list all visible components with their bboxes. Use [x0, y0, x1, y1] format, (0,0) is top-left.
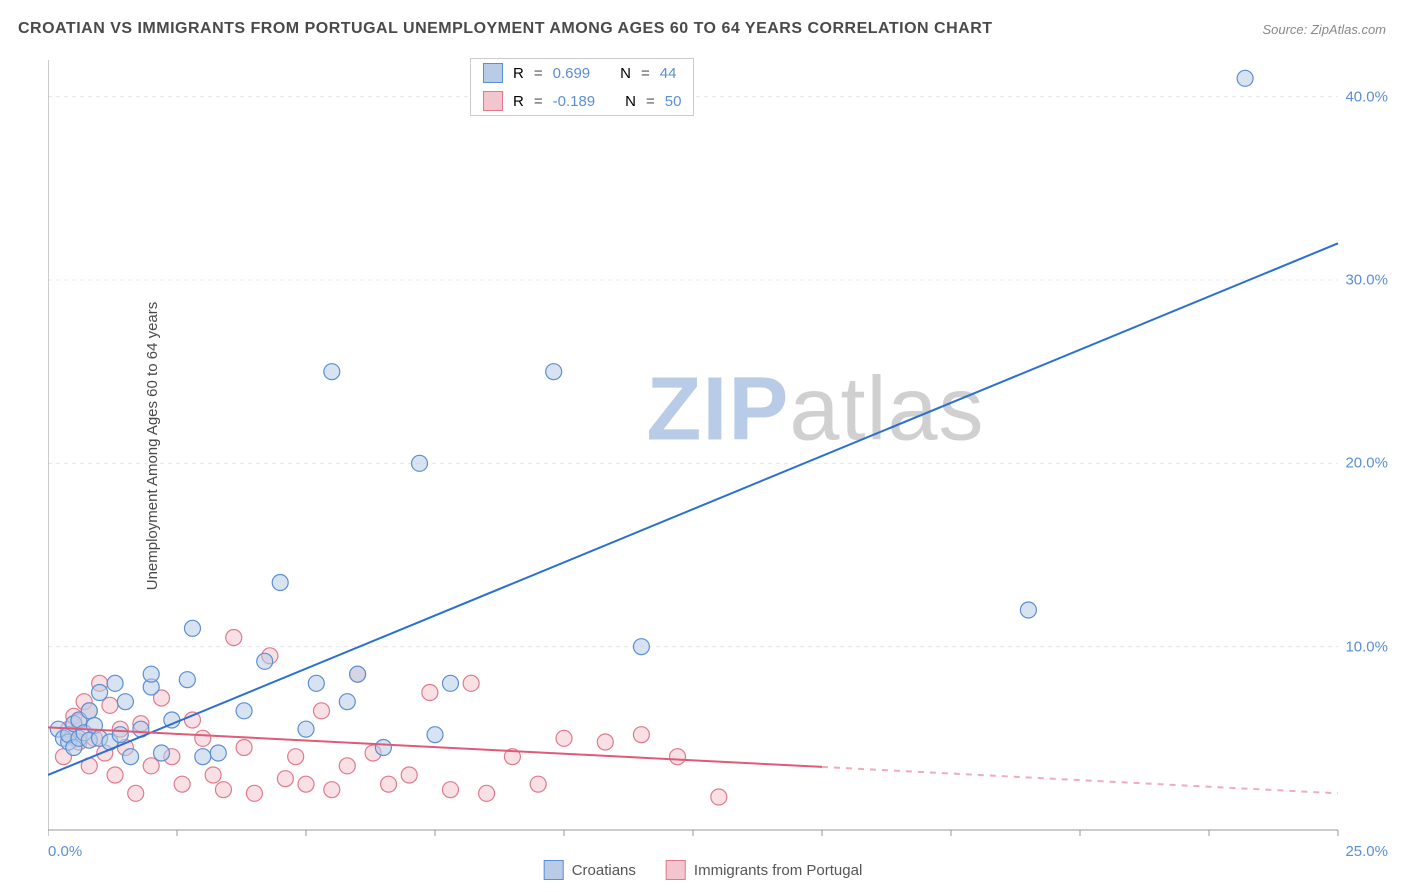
y-tick-label: 20.0% — [1345, 455, 1388, 472]
y-tick-label: 40.0% — [1345, 88, 1388, 105]
n-label: N — [620, 65, 631, 82]
equals-sign: = — [534, 93, 543, 110]
scatter-chart — [48, 50, 1388, 850]
swatch-croatians — [544, 860, 564, 880]
legend-item-portugal: Immigrants from Portugal — [666, 860, 862, 880]
legend-item-croatians: Croatians — [544, 860, 636, 880]
legend-label-croatians: Croatians — [572, 862, 636, 879]
r-label: R — [513, 65, 524, 82]
y-tick-label: 30.0% — [1345, 272, 1388, 289]
correlation-legend: R = 0.699 N = 44 R = -0.189 N = 50 — [470, 58, 694, 116]
chart-title: CROATIAN VS IMMIGRANTS FROM PORTUGAL UNE… — [18, 20, 993, 38]
series-croatians-points — [50, 70, 1253, 764]
n-value-portugal: 50 — [665, 93, 682, 110]
r-label: R — [513, 93, 524, 110]
series-legend: Croatians Immigrants from Portugal — [544, 860, 863, 880]
n-label: N — [625, 93, 636, 110]
correlation-row-portugal: R = -0.189 N = 50 — [471, 87, 693, 115]
source-attribution: Source: ZipAtlas.com — [1262, 22, 1386, 37]
equals-sign: = — [641, 65, 650, 82]
swatch-portugal — [483, 91, 503, 111]
n-value-croatians: 44 — [660, 65, 677, 82]
r-value-portugal: -0.189 — [553, 93, 596, 110]
equals-sign: = — [646, 93, 655, 110]
legend-label-portugal: Immigrants from Portugal — [694, 862, 862, 879]
x-tick-label-start: 0.0% — [48, 843, 82, 860]
series-portugal-points — [55, 630, 726, 806]
chart-grid — [48, 97, 1338, 836]
y-tick-label: 10.0% — [1345, 638, 1388, 655]
r-value-croatians: 0.699 — [553, 65, 591, 82]
equals-sign: = — [534, 65, 543, 82]
swatch-portugal — [666, 860, 686, 880]
x-tick-label-end: 25.0% — [1345, 843, 1388, 860]
correlation-row-croatians: R = 0.699 N = 44 — [471, 59, 693, 87]
swatch-croatians — [483, 63, 503, 83]
